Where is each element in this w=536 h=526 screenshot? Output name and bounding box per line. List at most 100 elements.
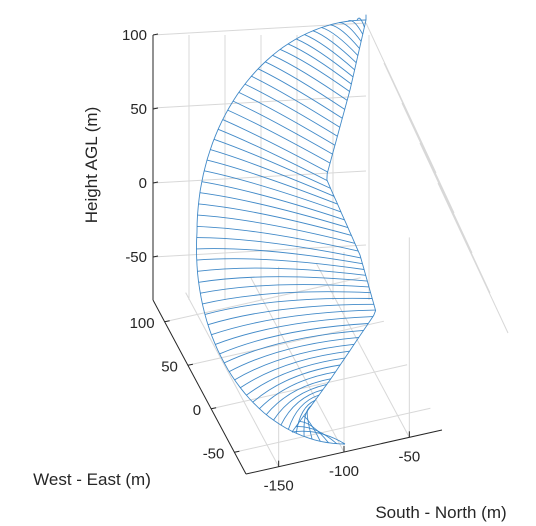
mesh-line bbox=[257, 68, 343, 119]
mesh-line bbox=[199, 192, 349, 229]
y-tick-labels: -50 0 50 100 bbox=[130, 315, 225, 463]
mesh-line bbox=[240, 350, 350, 389]
mesh-line bbox=[232, 100, 333, 155]
grid-line bbox=[152, 95, 367, 109]
z-tick-mark bbox=[152, 181, 159, 184]
mesh-line bbox=[265, 61, 345, 110]
grid-line bbox=[152, 244, 367, 258]
z-tick-label: 50 bbox=[130, 101, 147, 118]
y-tick-mark bbox=[211, 407, 217, 410]
mesh-line bbox=[287, 43, 352, 85]
grid-line bbox=[401, 102, 473, 254]
mesh-line bbox=[200, 284, 369, 294]
axes bbox=[152, 33, 443, 475]
mesh-left-rim bbox=[196, 19, 367, 445]
mesh-line bbox=[204, 170, 342, 213]
mesh-line bbox=[222, 119, 328, 173]
mesh-line bbox=[312, 30, 357, 64]
x-tick-labels: -150 -100 -50 bbox=[264, 448, 421, 494]
grid-line bbox=[152, 22, 367, 36]
y-axis-label: West - East (m) bbox=[33, 470, 151, 489]
z-axis-label: Height AGL (m) bbox=[82, 107, 101, 224]
y-tick-label: 50 bbox=[161, 358, 178, 375]
z-tick-labels: -50 0 50 100 bbox=[122, 27, 147, 266]
z-tick-label: -50 bbox=[125, 249, 147, 266]
mesh-line bbox=[304, 34, 355, 71]
z-tick-label: 0 bbox=[139, 175, 147, 192]
mesh-line bbox=[196, 248, 363, 265]
mesh-line bbox=[265, 378, 331, 415]
mesh-line bbox=[272, 54, 348, 101]
grid-lines bbox=[152, 22, 509, 467]
mesh-line bbox=[295, 426, 337, 445]
grid-line bbox=[315, 263, 410, 438]
z-tick-mark bbox=[152, 255, 159, 258]
grid-line bbox=[437, 182, 509, 334]
mesh-line bbox=[303, 415, 321, 442]
mesh-line bbox=[296, 38, 354, 78]
mesh-line bbox=[228, 336, 359, 372]
mesh-line bbox=[234, 343, 355, 381]
y-tick-label: -50 bbox=[203, 445, 225, 462]
mesh-line bbox=[207, 303, 374, 326]
mesh-line bbox=[197, 267, 366, 276]
mesh-line bbox=[218, 128, 328, 182]
z-tick-label: 100 bbox=[122, 27, 147, 44]
grid-line bbox=[365, 22, 437, 174]
mesh-line bbox=[321, 27, 359, 56]
mesh-line bbox=[198, 203, 352, 236]
z-tick-mark bbox=[152, 107, 159, 110]
y-axis-line bbox=[152, 299, 247, 475]
mesh-line bbox=[197, 225, 359, 252]
mesh-line bbox=[219, 323, 369, 355]
mesh-line bbox=[356, 17, 365, 28]
mesh-line bbox=[198, 276, 368, 283]
mesh-line bbox=[238, 91, 336, 146]
mesh-line bbox=[197, 214, 355, 244]
mesh-line bbox=[224, 329, 364, 364]
mesh-line bbox=[196, 258, 365, 270]
mesh-line bbox=[287, 394, 320, 430]
y-tick-mark bbox=[164, 320, 170, 323]
grid-line bbox=[152, 170, 367, 184]
mesh-line bbox=[204, 297, 373, 315]
mesh-line bbox=[330, 24, 360, 49]
mesh-line bbox=[295, 399, 316, 434]
mesh-line bbox=[244, 83, 338, 137]
x-tick-label: -50 bbox=[398, 448, 420, 465]
x-tick-label: -100 bbox=[329, 463, 359, 480]
mesh-line bbox=[215, 316, 373, 345]
mesh-line bbox=[211, 309, 376, 336]
mesh-line bbox=[299, 420, 329, 444]
z-tick-mark bbox=[152, 33, 159, 36]
mesh-line bbox=[291, 430, 346, 445]
mesh-line bbox=[213, 138, 331, 189]
y-tick-mark bbox=[187, 363, 193, 366]
x-tick-label: -150 bbox=[264, 478, 294, 495]
y-tick-label: 100 bbox=[130, 315, 155, 332]
mesh-line bbox=[201, 181, 345, 221]
x-axis-label: South - North (m) bbox=[375, 503, 506, 522]
grid-line bbox=[419, 142, 491, 294]
mesh-line bbox=[210, 149, 335, 197]
mesh-line bbox=[246, 357, 345, 396]
mesh-line bbox=[259, 371, 336, 410]
mesh-line bbox=[252, 364, 341, 403]
grid-line bbox=[383, 62, 455, 214]
mesh-line bbox=[206, 159, 338, 205]
mesh-line bbox=[251, 75, 341, 128]
y-tick-mark bbox=[234, 450, 240, 453]
grid-line bbox=[250, 277, 345, 453]
surface-mesh bbox=[196, 14, 377, 445]
mesh-line bbox=[273, 383, 327, 421]
mesh-line bbox=[202, 291, 371, 305]
mesh-line bbox=[196, 237, 361, 259]
grid-line bbox=[185, 292, 280, 467]
mesh-line bbox=[280, 389, 324, 426]
mesh-line bbox=[227, 109, 331, 164]
mesh-right-rim bbox=[291, 19, 377, 433]
mesh-line bbox=[280, 48, 350, 92]
y-tick-label: 0 bbox=[193, 402, 201, 419]
mesh-line bbox=[347, 20, 364, 35]
